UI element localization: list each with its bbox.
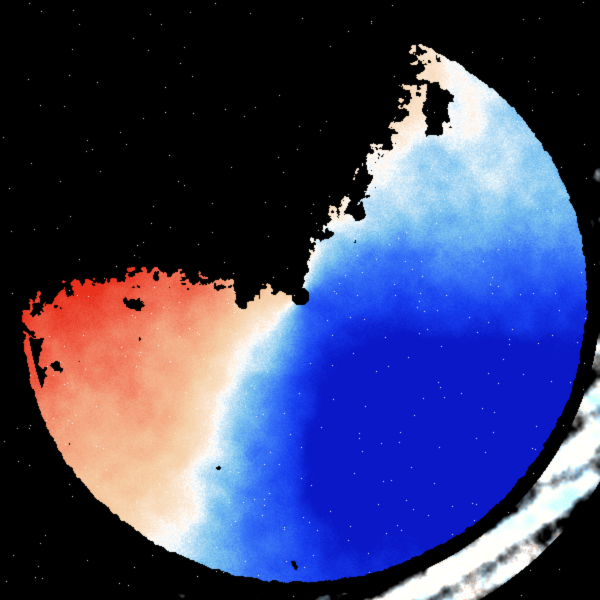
radar-velocity-image: [0, 0, 600, 600]
radar-display: Doppler Radar Base Velocity: [0, 0, 600, 600]
